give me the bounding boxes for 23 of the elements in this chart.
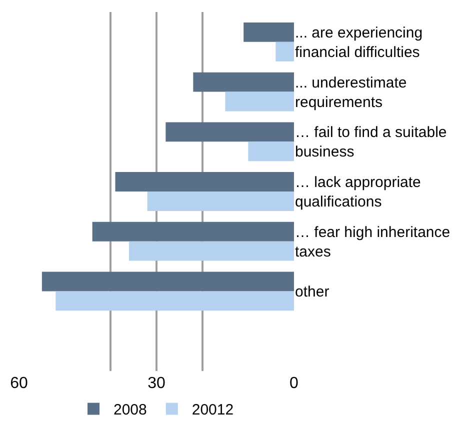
legend-label: 20012: [192, 402, 234, 419]
bar: [276, 42, 294, 62]
bar: [244, 22, 294, 42]
x-tick-label: 0: [290, 375, 299, 392]
bar: [92, 222, 294, 242]
x-tick-label: 60: [10, 375, 28, 392]
bar: [129, 241, 294, 261]
legend-label: 2008: [114, 402, 147, 419]
y-tick-label: ... are experiencing financial difficulties: [295, 24, 423, 61]
bar: [193, 72, 294, 92]
bar: [225, 92, 294, 112]
bar: [42, 272, 294, 292]
y-tick-label: other: [295, 283, 330, 300]
x-tick-label: 30: [148, 375, 166, 392]
bar: [248, 142, 294, 162]
y-tick-label: … fail to find a suitable business: [295, 124, 447, 161]
y-tick-label: ... underestimate requirements: [295, 74, 407, 111]
bar: [147, 192, 294, 211]
bar: [56, 291, 294, 311]
y-tick-label: … lack appropriate qualifications: [295, 174, 421, 210]
y-tick-label: … fear high inheritance taxes: [295, 224, 450, 260]
bar: [115, 172, 294, 192]
bar: [166, 122, 294, 142]
